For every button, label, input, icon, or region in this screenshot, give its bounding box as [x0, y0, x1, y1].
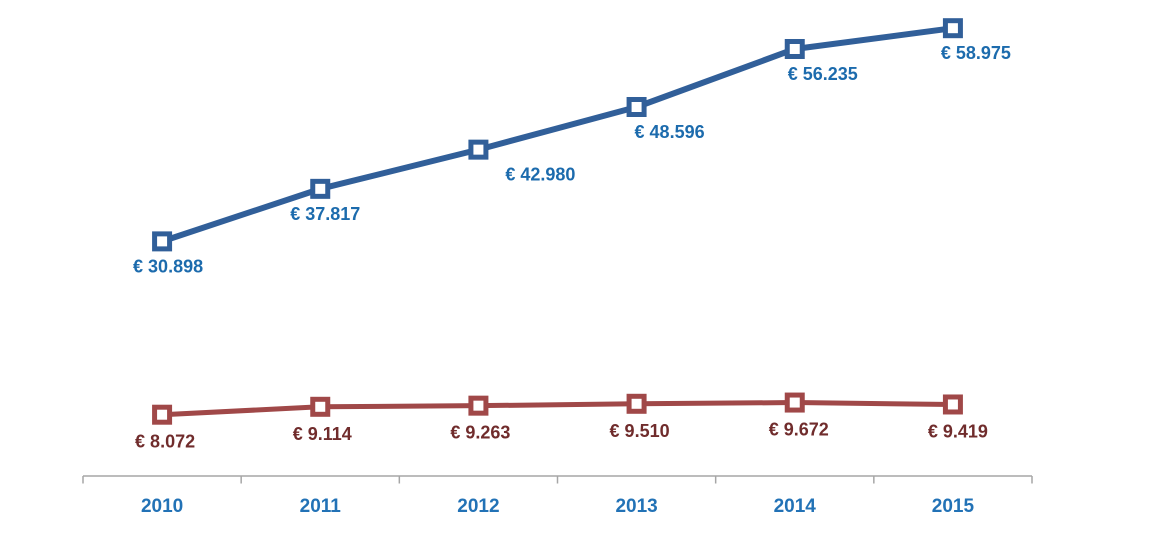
data-point-label: € 30.898 — [133, 256, 203, 276]
x-axis-label: 2015 — [932, 496, 975, 517]
data-point-label: € 42.980 — [505, 165, 575, 185]
data-point-marker — [942, 18, 963, 39]
data-point-label: € 48.596 — [635, 122, 705, 142]
data-point-marker — [152, 404, 173, 425]
data-point-label: € 58.975 — [941, 43, 1011, 63]
data-point-marker — [626, 96, 647, 117]
data-point-marker — [468, 139, 489, 160]
data-point-marker — [310, 396, 331, 417]
data-point-label: € 56.235 — [788, 64, 858, 84]
data-point-label: € 9.263 — [450, 423, 510, 443]
data-point-label: € 9.510 — [610, 421, 670, 441]
data-point-label: € 8.072 — [135, 432, 195, 452]
x-axis-label: 2012 — [457, 496, 499, 517]
data-point-label: € 9.419 — [928, 421, 988, 441]
x-axis-label: 2011 — [300, 496, 342, 517]
data-point-marker — [468, 395, 489, 416]
data-point-marker — [626, 393, 647, 414]
data-point-marker — [784, 38, 805, 59]
data-point-marker — [152, 231, 173, 252]
series-line — [159, 25, 956, 245]
data-point-marker — [942, 394, 963, 415]
x-axis-label: 2014 — [774, 496, 817, 517]
series-line — [159, 400, 956, 418]
data-point-label: € 9.114 — [293, 424, 352, 444]
data-point-marker — [784, 392, 805, 413]
data-point-marker — [310, 178, 331, 199]
data-point-label: € 9.672 — [769, 420, 829, 440]
x-axis-label: 2013 — [615, 496, 657, 517]
data-point-label: € 37.817 — [290, 204, 360, 224]
x-axis-label: 2010 — [141, 496, 183, 517]
